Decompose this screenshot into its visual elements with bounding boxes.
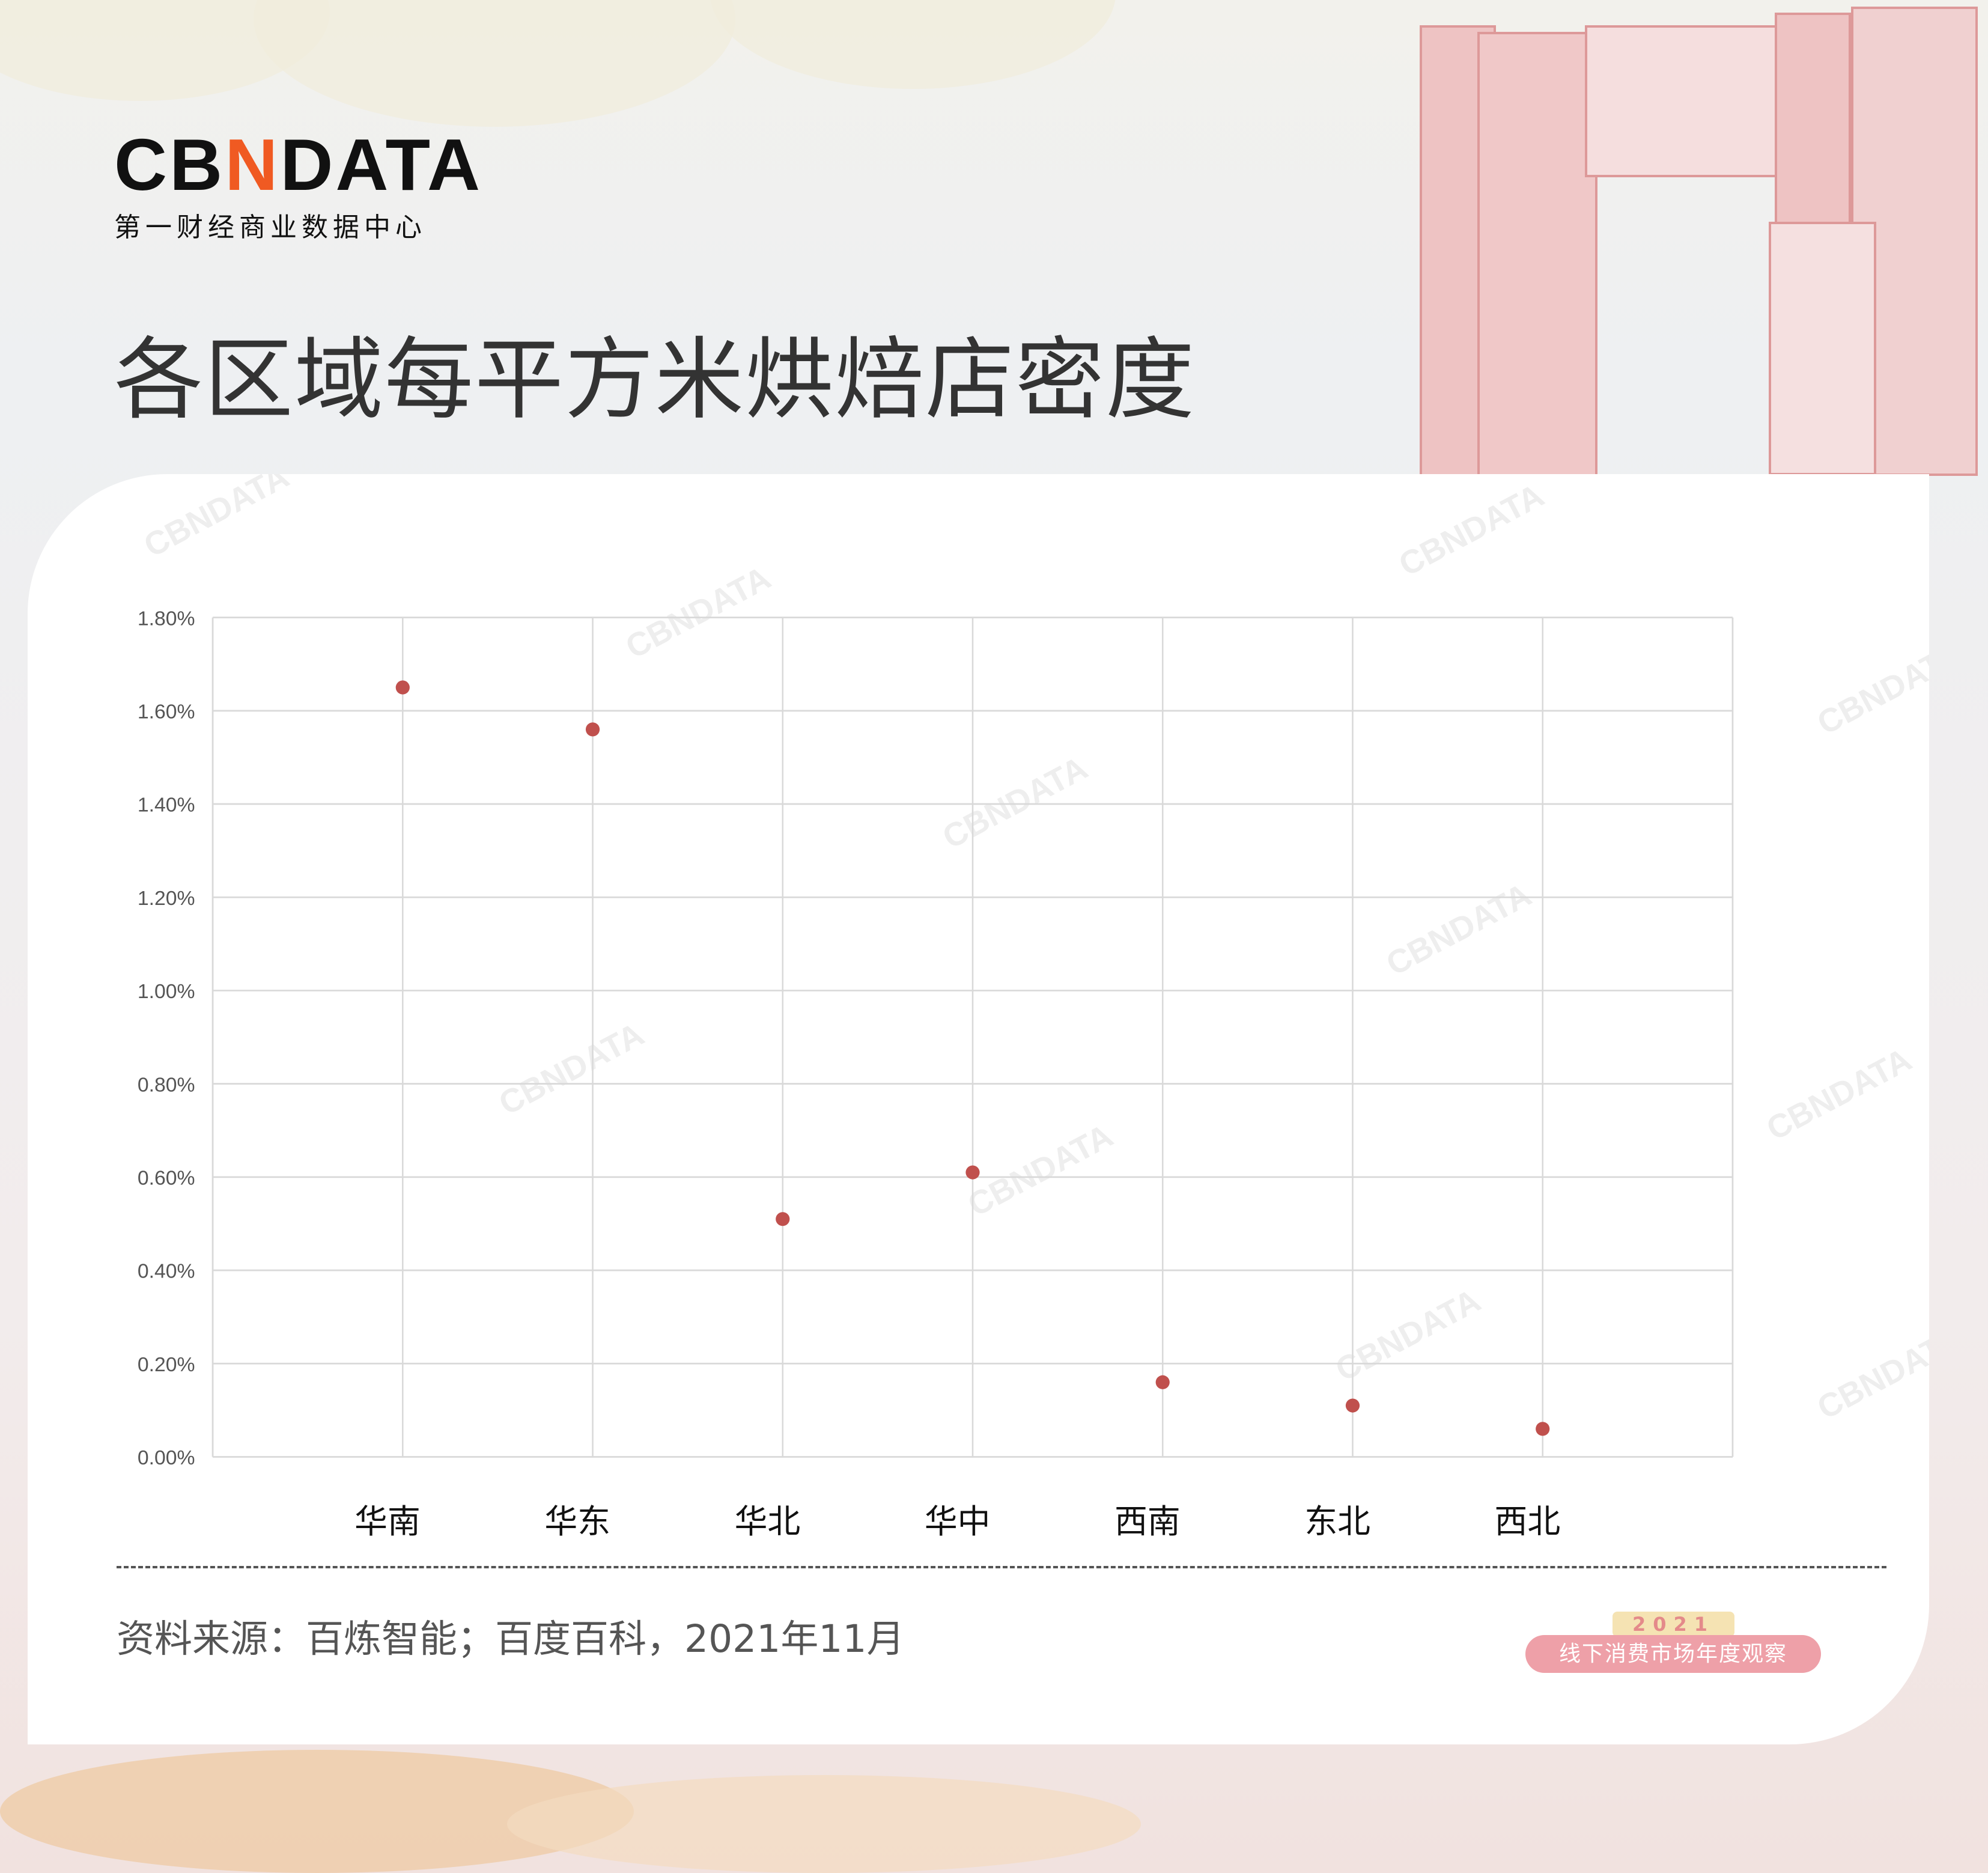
watermark: CBNDATA — [1811, 1320, 1929, 1427]
decor-building — [1477, 32, 1597, 482]
y-tick-label: 1.20% — [138, 887, 195, 910]
badge-year: 2021 — [1613, 1612, 1734, 1637]
decor-cloud — [710, 0, 1116, 89]
logo-subtitle: 第一财经商业数据中心 — [114, 212, 427, 243]
y-tick-label: 1.40% — [138, 794, 195, 817]
y-tick-label: 0.80% — [138, 1073, 195, 1096]
report-badge: 线下消费市场年度观察 — [1525, 1635, 1821, 1673]
divider — [117, 1566, 1886, 1568]
decor-sign-noodle — [1585, 25, 1788, 177]
data-point-华南 — [395, 680, 410, 695]
x-tick-label: 华南 — [354, 1502, 421, 1541]
data-point-华中 — [965, 1165, 980, 1180]
watermark: CBNDATA — [1380, 876, 1537, 982]
watermark: CBNDATA — [138, 474, 294, 564]
y-tick-label: 0.20% — [138, 1353, 195, 1376]
x-tick-label: 西南 — [1114, 1502, 1181, 1541]
y-tick-label: 1.80% — [138, 607, 195, 630]
data-point-西北 — [1536, 1422, 1550, 1436]
y-tick-label: 0.60% — [138, 1167, 195, 1190]
x-tick-label: 华东 — [544, 1502, 610, 1541]
x-tick-label: 西北 — [1495, 1502, 1561, 1541]
watermark: CBNDATA — [493, 1015, 649, 1122]
y-tick-label: 0.40% — [138, 1260, 195, 1283]
x-tick-label: 东北 — [1304, 1502, 1370, 1541]
decor-sign-burger — [1769, 222, 1876, 475]
watermark: CBNDATA — [937, 749, 1093, 856]
y-tick-label: 1.00% — [138, 980, 195, 1003]
watermark: CBNDATA — [619, 559, 776, 666]
watermark: CBNDATA — [962, 1116, 1119, 1223]
data-point-华东 — [585, 722, 600, 737]
watermark: CBNDATA — [1760, 1040, 1917, 1147]
chart-card: CBNDATA CBNDATA CBNDATA CBNDATA CBNDATA CBNDA… — [28, 474, 1929, 1744]
watermark: CBNDATA — [1811, 635, 1929, 742]
decor-cloud — [254, 0, 735, 127]
y-tick-label: 1.60% — [138, 700, 195, 723]
page-title: 各区域每平方米烘焙店密度 — [114, 328, 1196, 431]
decor-cloud — [507, 1775, 1141, 1873]
data-point-东北 — [1345, 1398, 1360, 1413]
source-note: 资料来源：百炼智能；百度百科，2021年11月 — [117, 1617, 905, 1661]
data-point-西南 — [1155, 1375, 1170, 1389]
x-tick-label: 华中 — [925, 1502, 991, 1541]
cbndata-logo: CBNDATA 第一财经商业数据中心 — [114, 124, 483, 243]
y-tick-label: 0.00% — [138, 1446, 195, 1469]
x-tick-label: 华北 — [735, 1502, 801, 1541]
data-point-华北 — [776, 1212, 790, 1226]
watermark: CBNDATA — [1393, 476, 1549, 583]
scatter-chart: CBNDATA CBNDATA CBNDATA CBNDATA CBNDATA CBNDA… — [138, 474, 1929, 1541]
